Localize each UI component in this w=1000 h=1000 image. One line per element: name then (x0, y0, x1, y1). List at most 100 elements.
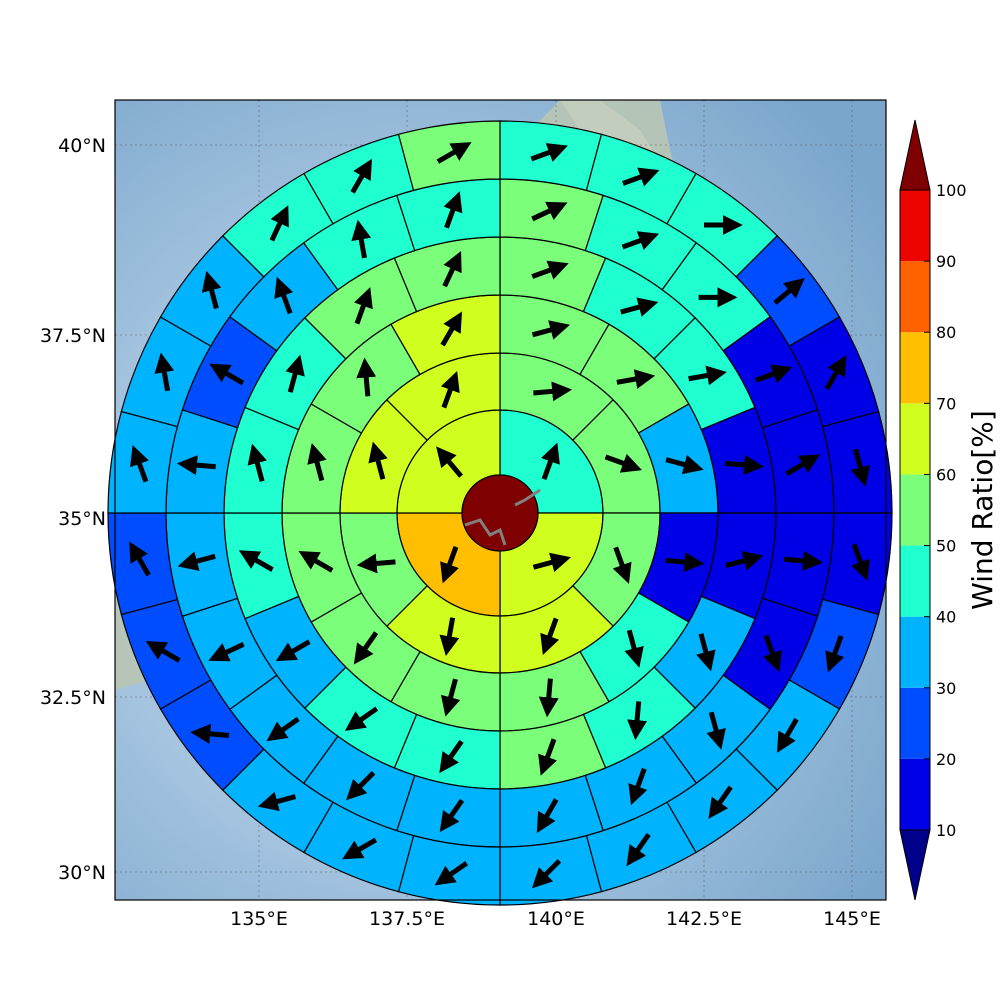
wind-arrow (436, 142, 472, 164)
wind-arrow (176, 455, 216, 476)
wind-arrow (531, 859, 562, 889)
colorbar-under-arrow (899, 829, 931, 901)
wind-arrow (145, 640, 181, 663)
longitude-axis: 135°E 137.5°E 140°E 142.5°E 145°E (230, 908, 881, 930)
colorbar-tick-label: 50 (936, 537, 956, 556)
wind-arrow (696, 633, 716, 672)
lat-tick-label: 32.5°N (40, 687, 106, 709)
wind-arrow (354, 287, 373, 325)
wind-arrow (536, 798, 559, 834)
wind-arrow (351, 219, 372, 259)
wind-arrow (356, 553, 396, 574)
wind-arrow (209, 363, 245, 386)
wind-arrow (708, 785, 733, 819)
lat-tick-label: 37.5°N (40, 325, 106, 347)
wind-arrow (540, 617, 560, 656)
wind-arrow (269, 205, 289, 242)
wind-arrow (440, 311, 463, 347)
wind-arrow (541, 442, 560, 480)
wind-arrow (298, 550, 334, 573)
colorbar-frame (899, 189, 931, 831)
colorbar-swatch (900, 545, 930, 617)
lon-tick-label: 142.5°E (666, 908, 742, 930)
colorbar-swatch (900, 332, 930, 404)
wind-arrow (784, 550, 824, 571)
wind-arrow (628, 767, 648, 806)
wind-arrow (851, 543, 870, 581)
wind-arrow (785, 454, 821, 476)
wind-arrow (247, 443, 267, 482)
wind-arrow (344, 706, 379, 731)
wind-arrow (777, 718, 799, 753)
wind-arrow (622, 167, 660, 187)
wind-arrow (616, 369, 656, 389)
latitude-axis: 40°N 37.5°N 35°N 32.5°N 30°N (40, 135, 106, 884)
wind-arrow (307, 442, 327, 482)
colorbar-swatch (900, 474, 930, 546)
wind-arrow (440, 546, 459, 584)
colorbar-tick-label: 20 (936, 750, 956, 769)
lat-tick-label: 35°N (58, 508, 106, 530)
colorbar-label: Wind Ratio[%] (966, 410, 999, 610)
wind-arrow (612, 546, 632, 584)
wind-arrow (208, 642, 245, 662)
map-panel (107, 99, 893, 906)
colorbar-tick-label: 10 (936, 821, 956, 840)
wind-arrow (620, 297, 659, 317)
wind-arrow (154, 352, 175, 392)
wind-arrow (825, 635, 845, 673)
wind-arrow (538, 738, 557, 776)
wind-arrow (257, 791, 297, 812)
colorbar-swatches (899, 119, 931, 901)
center-coastline (464, 488, 541, 546)
colorbar-tick-label: 70 (936, 394, 956, 413)
colorbar-tick-label: 100 (936, 181, 967, 200)
wind-arrow (725, 455, 765, 475)
wind-arrow (190, 723, 230, 744)
lon-tick-label: 145°E (823, 908, 881, 930)
wind-arrow (440, 370, 460, 409)
wind-arrow (368, 441, 388, 480)
wind-arrow (177, 551, 216, 571)
wind-arrow (665, 552, 705, 573)
wind-arrow (604, 453, 643, 473)
wind-arrow (626, 833, 651, 867)
wind-arrow (442, 250, 462, 288)
wind-arrow (350, 158, 373, 194)
wind-arrow (275, 639, 311, 662)
colorbar: 10 20 30 40 50 60 70 80 90 100 Wind Ratio[%] (899, 119, 999, 901)
wind-arrow (439, 617, 460, 657)
wind-arrow (530, 143, 568, 162)
colorbar-over-arrow (899, 119, 931, 191)
wind-arrow (238, 550, 274, 572)
wind-arrow (356, 357, 377, 397)
colorbar-swatch (900, 687, 930, 759)
wind-arrow (621, 231, 659, 251)
lon-tick-label: 140°E (527, 908, 585, 930)
lat-tick-label: 30°N (58, 862, 106, 884)
lat-tick-label: 40°N (58, 135, 106, 157)
lon-tick-label: 137.5°E (369, 908, 445, 930)
wind-arrow (129, 541, 151, 577)
wind-arrow (439, 798, 465, 833)
wind-arrow (439, 739, 464, 774)
colorbar-tick-label: 40 (936, 608, 956, 627)
wind-arrow (531, 320, 571, 340)
colorbar-ticks: 10 20 30 40 50 60 70 80 90 100 (924, 181, 967, 840)
wind-arrow (285, 354, 305, 393)
colorbar-tick-label: 60 (936, 465, 956, 484)
wind-arrow (538, 678, 559, 718)
wind-direction-arrows (129, 142, 871, 889)
wind-arrow (754, 364, 793, 384)
wind-arrow (443, 191, 463, 229)
colorbar-tick-label: 30 (936, 679, 956, 698)
wind-arrow (624, 629, 644, 668)
center-disk (461, 474, 539, 552)
wind-arrow (353, 631, 379, 665)
map-frame (114, 99, 887, 901)
colorbar-tick-label: 90 (936, 252, 956, 271)
wind-arrow (274, 276, 294, 315)
wind-arrow (665, 454, 704, 475)
lon-tick-label: 135°E (230, 908, 288, 930)
